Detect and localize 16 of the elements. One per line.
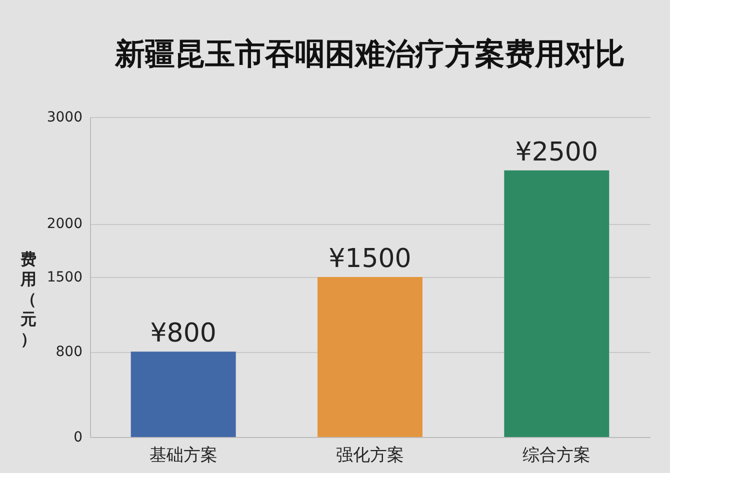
data-label: ¥2500	[515, 137, 598, 168]
data-label: ¥1500	[328, 244, 412, 274]
x-tick-label: 强化方案	[336, 446, 404, 466]
y-tick-label: 0	[74, 430, 82, 446]
x-tick-label: 基础方案	[149, 446, 218, 466]
y-tick-label: 2000	[46, 216, 82, 232]
bar	[504, 170, 610, 437]
data-label: ¥800	[150, 318, 216, 349]
y-tick-label: 800	[56, 344, 82, 360]
y-tick-label: 1500	[46, 270, 82, 286]
y-tick-label: 3000	[46, 110, 82, 126]
bar	[130, 352, 236, 437]
chart-title: 新疆昆玉市吞咽困难治疗方案费用对比	[114, 37, 625, 72]
y-axis-title: 费用（元）	[20, 250, 36, 348]
bar	[318, 277, 422, 437]
x-tick-label: 综合方案	[522, 446, 591, 466]
